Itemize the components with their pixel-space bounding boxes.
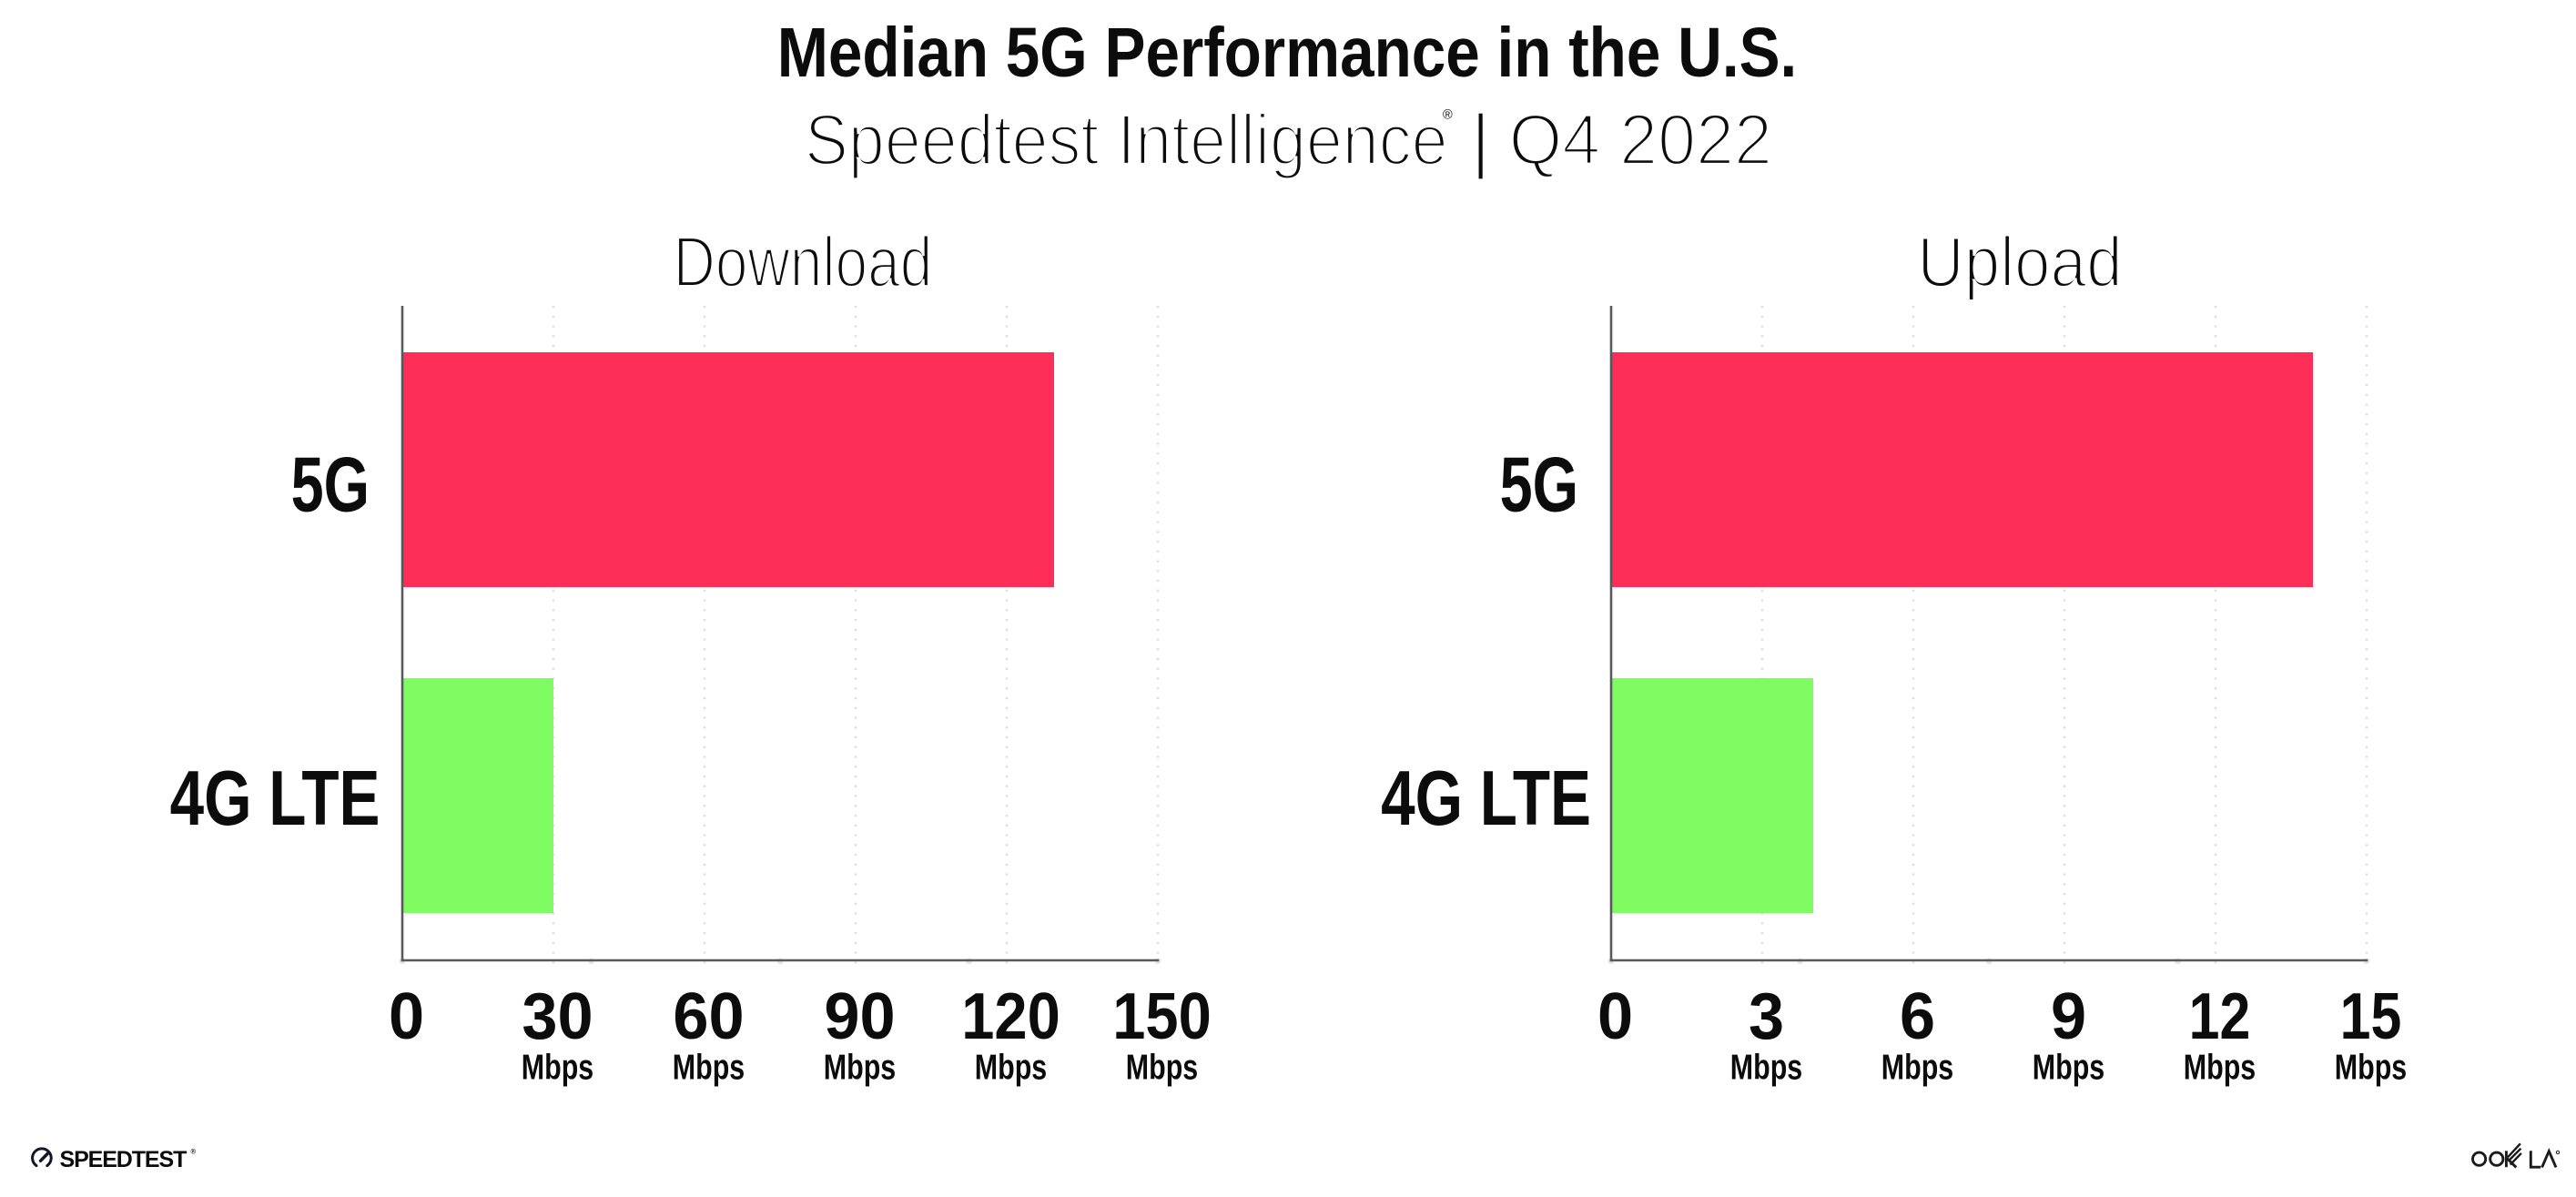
svg-text:0: 0 xyxy=(1597,980,1633,1053)
svg-text:9: 9 xyxy=(2051,980,2086,1053)
svg-text:Speedtest Intelligence: Speedtest Intelligence xyxy=(805,99,1448,179)
svg-text:Median 5G Performance in the U: Median 5G Performance in the U.S. xyxy=(777,14,1798,92)
svg-text:Mbps: Mbps xyxy=(1881,1048,1953,1087)
svg-text:Mbps: Mbps xyxy=(975,1048,1047,1087)
svg-text:SPEEDTEST: SPEEDTEST xyxy=(60,1147,188,1172)
svg-text:®: ® xyxy=(191,1148,197,1156)
svg-text:60: 60 xyxy=(673,980,744,1053)
svg-text:90: 90 xyxy=(824,980,895,1053)
svg-text:Mbps: Mbps xyxy=(673,1048,745,1087)
svg-text:0: 0 xyxy=(389,980,424,1053)
svg-text:120: 120 xyxy=(961,979,1060,1053)
svg-text:4G LTE: 4G LTE xyxy=(1381,756,1591,842)
svg-text:30: 30 xyxy=(522,980,593,1053)
svg-text:Mbps: Mbps xyxy=(824,1048,896,1087)
svg-text:Download: Download xyxy=(674,224,933,302)
svg-text:Mbps: Mbps xyxy=(2184,1048,2256,1087)
svg-text:3: 3 xyxy=(1749,980,1784,1053)
svg-text:Mbps: Mbps xyxy=(2335,1048,2407,1087)
svg-text:|: | xyxy=(1471,99,1490,180)
svg-text:Q4 2022: Q4 2022 xyxy=(1509,100,1772,180)
svg-text:Upload: Upload xyxy=(1917,223,2122,302)
svg-text:Mbps: Mbps xyxy=(2033,1048,2104,1087)
svg-text:12: 12 xyxy=(2189,980,2251,1053)
svg-text:5G: 5G xyxy=(291,442,370,528)
svg-text:15: 15 xyxy=(2340,980,2402,1053)
svg-text:Mbps: Mbps xyxy=(1126,1048,1198,1087)
svg-text:4G LTE: 4G LTE xyxy=(170,756,380,842)
svg-text:®: ® xyxy=(1443,108,1453,123)
svg-text:150: 150 xyxy=(1112,979,1211,1053)
svg-text:Mbps: Mbps xyxy=(522,1048,593,1087)
svg-text:Mbps: Mbps xyxy=(1730,1048,1802,1087)
svg-text:6: 6 xyxy=(1900,980,1935,1053)
svg-text:5G: 5G xyxy=(1500,442,1578,528)
